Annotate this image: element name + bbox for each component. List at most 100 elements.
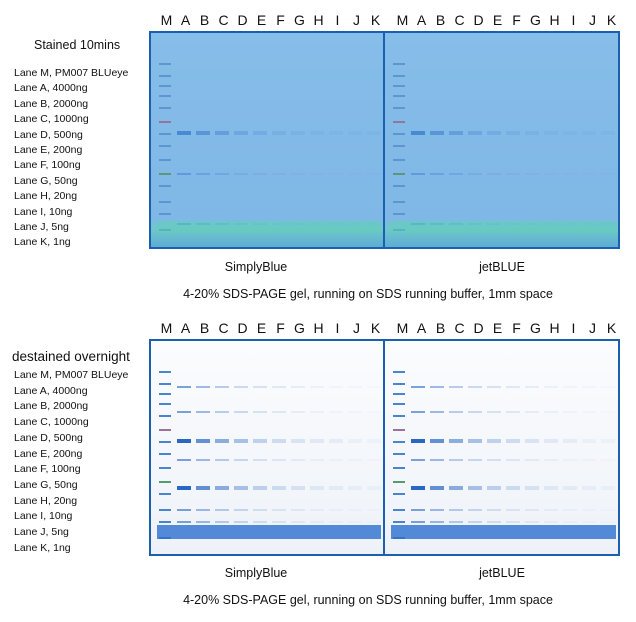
lane-letter: D [237,320,248,336]
lane-letter: B [199,12,210,28]
ladder-band [393,133,405,135]
sample-band [177,509,191,511]
sample-band [525,439,539,443]
lane-letter: J [589,320,596,336]
sample-band [601,173,615,175]
sample-band [544,439,558,443]
sample-band [563,439,577,443]
sample-band [544,521,558,523]
sample-band [348,411,362,413]
sample-band [506,411,520,413]
sample-band [506,509,520,511]
sample-band [487,173,501,175]
ladder-band [159,185,171,187]
sample-band [367,131,381,135]
legend-line: Lane A, 4000ng [14,82,88,95]
sample-band [272,411,286,413]
sample-band [177,173,191,175]
top-right-gel-image [383,31,620,249]
legend-line: Lane I, 10ng [14,510,73,523]
sample-band [487,459,501,461]
ladder-band [393,371,405,373]
sample-band [468,521,482,523]
sample-band [196,509,210,511]
sample-band [430,223,444,225]
sample-band [582,521,596,523]
ladder-band [393,145,405,147]
sample-band [253,439,267,443]
legend-line: Lane H, 20ng [14,494,78,507]
top-left-gel-image [149,31,385,249]
sample-band [430,486,444,490]
sample-band [468,223,482,225]
sample-band [367,509,381,511]
top-lanes-legend: Lane M, PM007 BLUeye Lane A, 4000ng Lane B… [14,66,128,251]
ladder-band [159,521,171,523]
sample-band [367,459,381,461]
ladder-band [159,121,171,123]
sample-band [215,386,229,388]
sample-band [411,509,425,511]
lane-letter: F [276,320,285,336]
sample-band [272,459,286,461]
ladder-band [159,467,171,469]
sample-band [601,386,615,388]
sample-band [449,411,463,413]
sample-band [310,173,324,175]
lane-letter: G [530,320,541,336]
sample-band [468,486,482,490]
sample-band [544,386,558,388]
ladder-band [159,85,171,87]
ladder-band [393,453,405,455]
sample-band [582,439,596,443]
sample-band [177,439,191,443]
bottom-lanes-legend: Lane M, PM007 BLUeye Lane A, 4000ng Lane B… [14,368,128,556]
ladder-band [393,393,405,395]
sample-band [430,459,444,461]
sample-band [215,439,229,443]
ladder-band [393,467,405,469]
ladder-band [393,173,405,175]
sample-band [253,386,267,388]
legend-line: Lane C, 1000ng [14,416,89,429]
ladder-band [393,107,405,109]
sample-band [291,521,305,523]
sample-band [177,411,191,413]
sample-band [563,509,577,511]
ladder-band [393,185,405,187]
lane-letter: E [492,320,503,336]
sample-band [506,459,520,461]
lane-letter: B [435,320,446,336]
sample-band [196,439,210,443]
ladder-band [393,441,405,443]
sample-band [234,439,248,443]
sample-band [234,459,248,461]
sample-band [601,439,615,443]
legend-line: Lane E, 200ng [14,447,83,460]
sample-band [291,173,305,175]
sample-band [468,131,482,135]
lane-letter: A [180,320,191,336]
legend-line: Lane K, 1ng [14,541,71,554]
sample-band [215,521,229,523]
top-panel-title: Stained 10mins [34,38,121,52]
top-left-gel-label: SimplyBlue [224,260,288,274]
legend-line: Lane M, PM007 BLUeye [14,369,129,381]
sample-band [582,459,596,461]
sample-band [291,386,305,388]
lane-letter: G [294,320,305,336]
sample-band [487,486,501,490]
sample-band [601,459,615,461]
sample-band [177,386,191,388]
sample-band [411,223,425,225]
ladder-band [159,509,171,511]
sample-band [177,486,191,490]
sample-band [582,509,596,511]
lane-letter: I [571,12,576,28]
lane-letter: J [353,320,360,336]
legend-line: Lane B, 2000ng [14,97,89,110]
sample-band [234,486,248,490]
